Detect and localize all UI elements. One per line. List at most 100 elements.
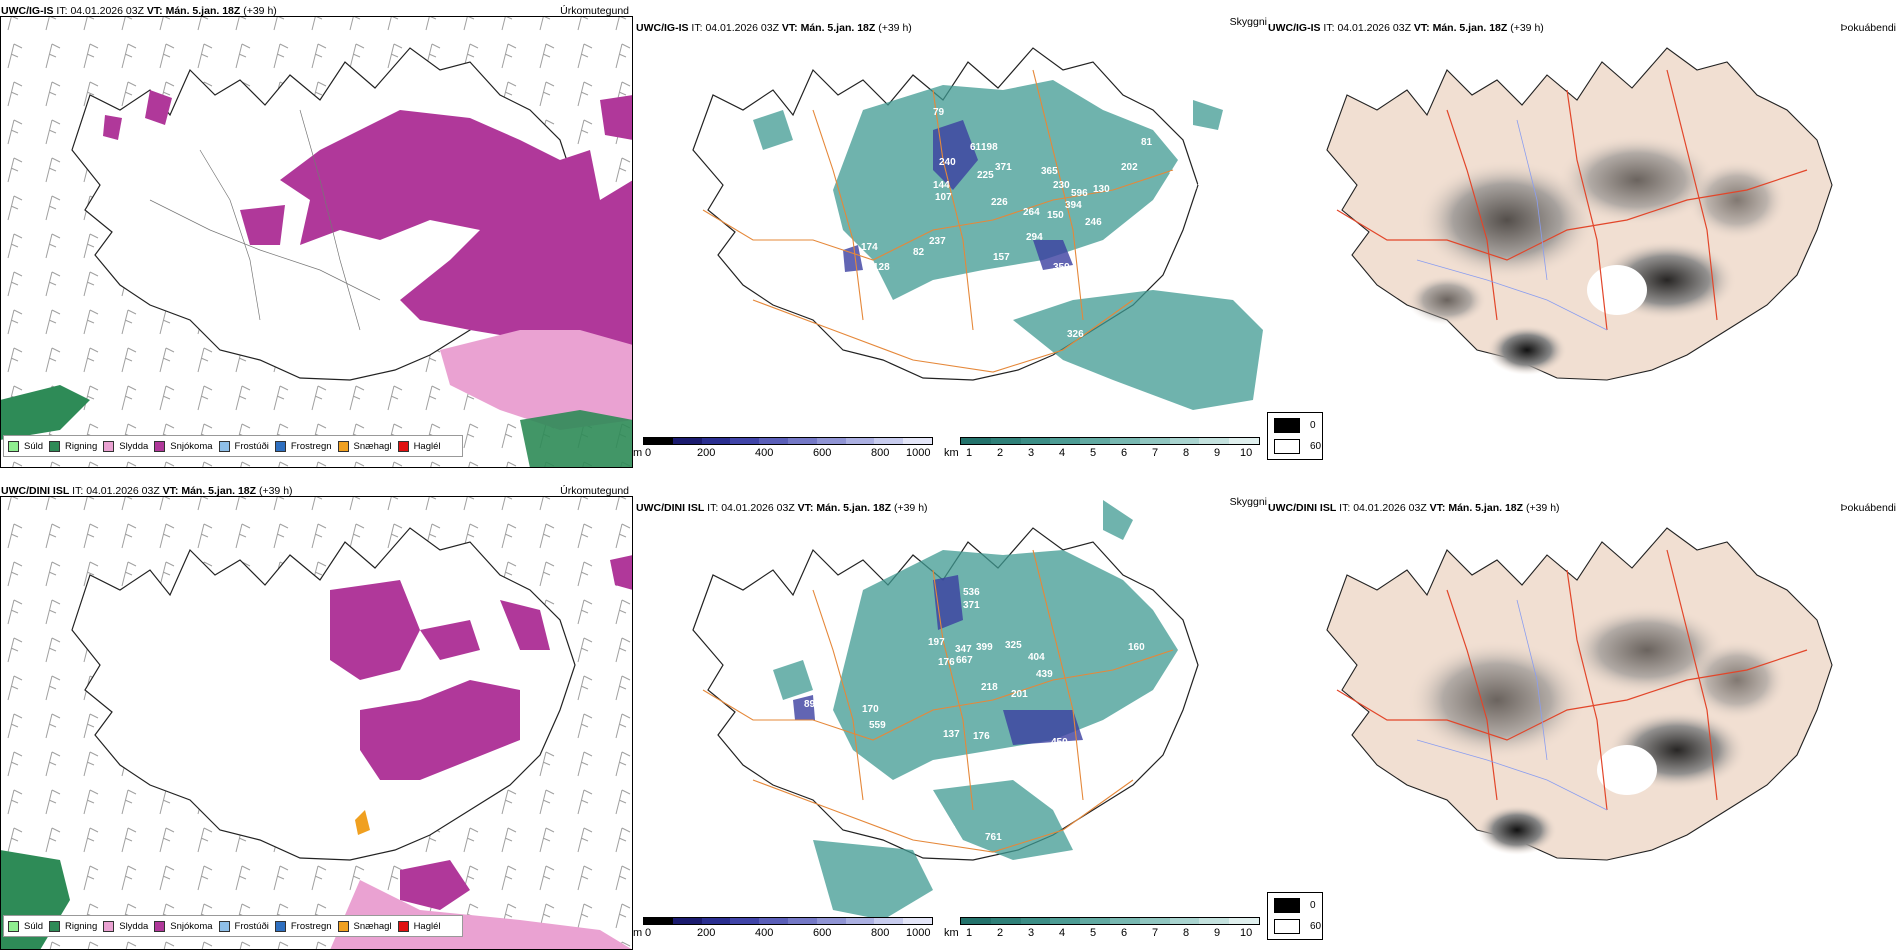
visibility-label: 161 — [1105, 717, 1122, 728]
colorbar-tick: 5 — [1090, 927, 1097, 939]
colorbar-unit: m — [633, 447, 643, 459]
visibility-label: 92 — [783, 222, 795, 233]
precip-type-panel-2: UWC/DINI ISL IT: 04.01.2026 03Z VT: Mán.… — [0, 480, 633, 950]
precip-type-panel-1: UWC/IG-IS IT: 04.01.2026 03Z VT: Mán. 5.… — [0, 0, 633, 468]
visibility-label: 261 — [1143, 252, 1160, 263]
visibility-label: 439 — [1036, 669, 1053, 680]
colorbar-tick: 200 — [697, 447, 716, 459]
colorbar-tick: 4 — [1059, 447, 1066, 459]
colorbar-tick: 2 — [997, 927, 1004, 939]
visibility-label: 173 — [1153, 224, 1170, 235]
colorbar-tick: 600 — [813, 447, 832, 459]
visibility-label: 347 — [955, 644, 972, 655]
visibility-label: 218 — [981, 682, 998, 693]
map-header: UWC/DINI ISL IT: 04.01.2026 03Z VT: Mán.… — [1, 485, 293, 497]
visibility-label: 329 — [1169, 170, 1186, 181]
colorbar-tick: 600 — [813, 927, 832, 939]
legend-swatch — [154, 920, 166, 932]
legend-swatch — [274, 920, 286, 932]
legend-swatch — [218, 920, 230, 932]
fog-areas — [1407, 605, 1787, 855]
fog-index-legend-1: 0 60 — [1267, 412, 1323, 460]
visibility-label: 225 — [977, 170, 994, 181]
legend-swatch — [218, 440, 230, 452]
colorbar-tick: 10 — [1240, 447, 1253, 459]
panel-title: Úrkomutegund — [560, 5, 629, 17]
legend-item: Slydda — [103, 440, 148, 452]
colorbar-tick: 7 — [1152, 447, 1159, 459]
legend-item: Haglél — [397, 440, 441, 452]
colorbar-tick: 7 — [1152, 927, 1159, 939]
visibility-label: 197 — [928, 637, 945, 648]
visibility-label: 536 — [963, 587, 980, 598]
visibility-label: 202 — [1121, 162, 1138, 173]
visibility-label: 170 — [862, 704, 879, 715]
legend-item: Rigning — [49, 920, 97, 932]
legend-swatch — [103, 920, 115, 932]
visibility-label: 559 — [869, 720, 886, 731]
road-network — [702, 549, 1174, 853]
visibility-label: 346 — [803, 242, 820, 253]
colorbar-tick: 5 — [1090, 447, 1097, 459]
colorbar-tick: 3 — [1028, 447, 1035, 459]
colorbar-tick: 4 — [1059, 927, 1066, 939]
visibility-label: 244 — [918, 342, 935, 353]
legend-item: Snjókoma — [154, 920, 213, 932]
road-network — [702, 69, 1174, 373]
visibility-label: 28 — [1140, 727, 1152, 738]
legend-item: Frostúði — [218, 440, 269, 452]
legend-swatch — [1274, 919, 1300, 934]
visibility-label: 130 — [1093, 184, 1110, 195]
visibility-map-2: 536 371 197 347 399 325 176 667 404 218 … — [692, 500, 1199, 920]
colorbar-tick: 200 — [697, 927, 716, 939]
visibility-label: 282 — [1163, 680, 1180, 691]
panel-title: Skyggni — [1229, 16, 1267, 28]
colorbar-tick: 2 — [997, 447, 1004, 459]
visibility-label: 150 — [1047, 210, 1064, 221]
colorbar-unit: m — [633, 927, 643, 939]
visibility-label: 294 — [1147, 217, 1164, 228]
panel-title: Þokuábendi — [1840, 502, 1896, 514]
visibility-label: 264 — [1023, 207, 1040, 218]
visibility-label: 365 — [1041, 166, 1058, 177]
legend-swatch — [274, 440, 286, 452]
visibility-label: 237 — [929, 236, 946, 247]
panel-title: Skyggni — [1229, 496, 1267, 508]
legend-item: Frostúði — [218, 920, 269, 932]
visibility-label: 404 — [1028, 652, 1045, 663]
visibility-label: 326 — [1067, 329, 1084, 340]
panel-title: Úrkomutegund — [560, 485, 629, 497]
legend-swatch — [154, 440, 166, 452]
colorbar-tick: 6 — [1121, 927, 1128, 939]
legend-item: Rigning — [49, 440, 97, 452]
legend-swatch — [49, 440, 61, 452]
visibility-map-1: 79 61 240 198 144 107 371 225 365 230 13… — [692, 47, 1263, 410]
visibility-label: 224 — [1108, 239, 1125, 250]
legend-swatch — [103, 440, 115, 452]
visibility-label: 311 — [1021, 264, 1038, 275]
visibility-labels: 79 61 240 198 144 107 371 225 365 230 13… — [783, 107, 1203, 353]
visibility-label: 137 — [943, 729, 960, 740]
visibility-label: 174 — [861, 242, 878, 253]
fog-index-map-2 — [1326, 527, 1833, 861]
colorbar-tick: 400 — [755, 447, 774, 459]
colorbar-tick: 0 — [645, 447, 652, 459]
colorbar-tick: 1 — [966, 927, 973, 939]
colorbar-tick: 800 — [871, 447, 890, 459]
visibility-label: 176 — [973, 731, 990, 742]
visibility-label: 128 — [873, 262, 890, 273]
visibility-label: 596 — [1071, 188, 1088, 199]
precip-legend: Súld Rigning Slydda Snjókoma Frostúði Fr… — [3, 435, 463, 457]
colorbar-tick: 400 — [755, 927, 774, 939]
precip-type-map-2 — [0, 496, 633, 950]
fog-index-panel-1: UWC/IG-IS IT: 04.01.2026 03Z VT: Mán. 5.… — [1267, 0, 1900, 468]
visibility-label: 246 — [1085, 217, 1102, 228]
visibility-label: 371 — [963, 600, 980, 611]
legend-item: Súld — [8, 440, 43, 452]
visibility-label: 325 — [1005, 640, 1022, 651]
visibility-label: 33 — [1178, 652, 1190, 663]
visibility-colorbar-2: km 1 2 3 4 5 6 7 8 9 10 — [944, 917, 1264, 939]
legend-swatch — [49, 920, 61, 932]
road-network — [1336, 69, 1808, 331]
colorbar-tick: 8 — [1183, 447, 1190, 459]
